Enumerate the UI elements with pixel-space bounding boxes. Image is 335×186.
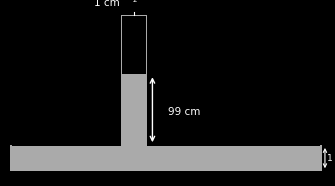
Bar [10,145,322,171]
Text: 1 cm: 1 cm [94,0,120,8]
Bar [147,0,335,145]
Bar [122,16,146,74]
Text: 2: 2 [132,0,137,3]
Text: 1 cm: 1 cm [327,154,335,163]
Bar [12,145,121,146]
Bar [121,15,147,145]
Bar [0,0,121,145]
Bar [147,145,320,146]
Text: 99 cm: 99 cm [168,107,200,117]
